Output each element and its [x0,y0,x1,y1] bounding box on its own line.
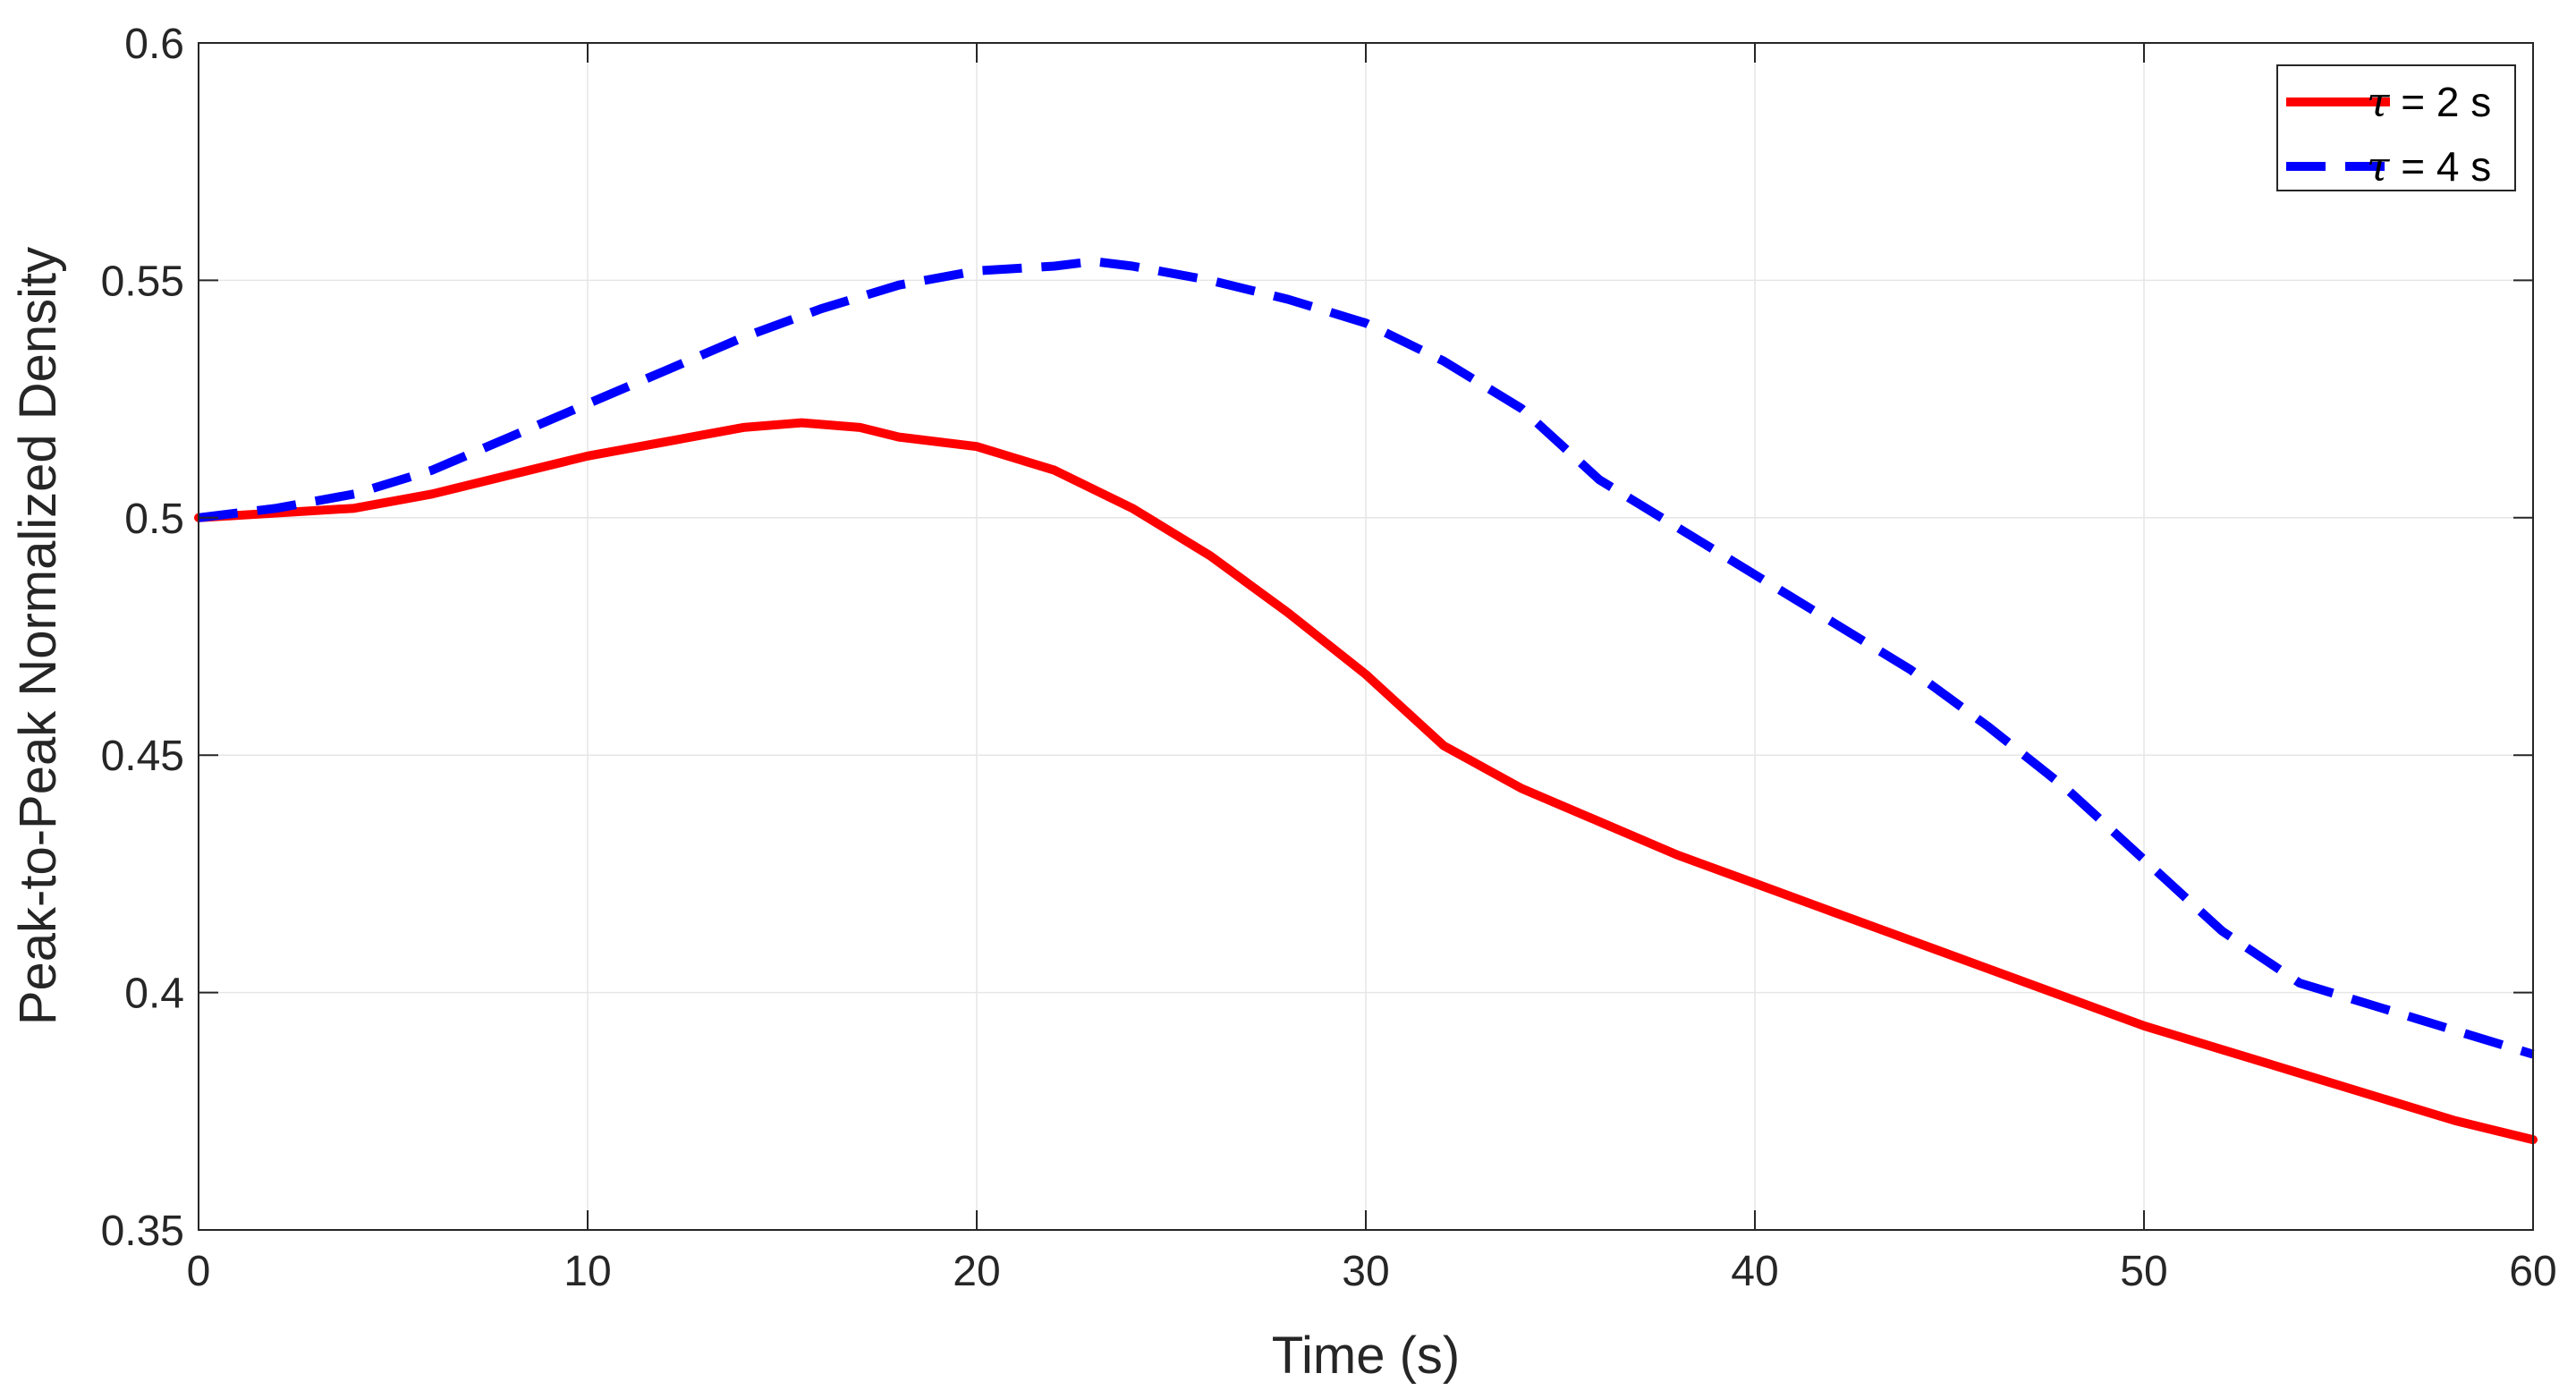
legend-label-2: τ = 4 s [2367,142,2491,191]
y-tick-label: 0.55 [101,258,184,305]
y-tick-label: 0.5 [124,496,184,543]
legend-label-1: τ = 2 s [2367,78,2491,126]
series-line-2 [198,257,2535,1059]
series-lines [194,257,2538,1145]
x-tick-label: 60 [2509,1248,2556,1295]
legend-value-text: = 4 s [2389,143,2491,190]
x-tick-label: 10 [564,1248,611,1295]
x-tick-label: 50 [2120,1248,2167,1295]
axis-ticks: 0 10 20 30 40 50 60 0.35 0.4 0.45 0.5 0.55 0.6 [101,21,2557,1295]
x-tick-label: 40 [1731,1248,1778,1295]
y-axis-label: Peak-to-Peak Normalized Density [9,247,67,1025]
y-tick-label: 0.4 [124,971,184,1018]
x-axis-label: Time (s) [1272,1327,1460,1385]
legend: τ = 2 sτ = 4 s [2276,64,2516,191]
x-tick-label: 30 [1342,1248,1389,1295]
series-line-1 [194,418,2538,1145]
y-tick-label: 0.45 [101,733,184,780]
legend-tau-symbol: τ [2367,78,2391,126]
x-tick-label: 0 [187,1248,211,1295]
y-tick-label: 0.35 [101,1208,184,1255]
legend-value-text: = 2 s [2389,79,2491,125]
y-tick-label: 0.6 [124,21,184,68]
legend-tau-symbol: τ [2367,142,2391,191]
x-tick-label: 20 [953,1248,1000,1295]
